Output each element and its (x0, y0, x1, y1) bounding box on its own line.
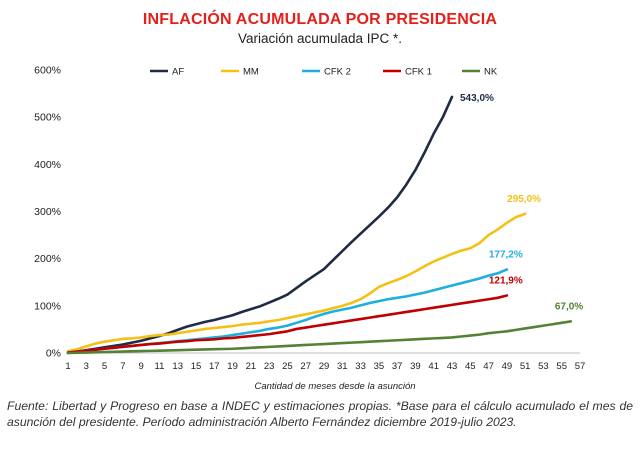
x-tick-label: 9 (138, 361, 143, 372)
x-tick-label: 17 (209, 361, 220, 372)
end-value-label: 67,0% (555, 301, 583, 312)
y-tick-label: 500% (34, 112, 61, 124)
y-tick-label: 0% (46, 348, 61, 360)
end-value-label: 543,0% (460, 93, 494, 104)
x-tick-label: 25 (282, 361, 293, 372)
series-line-nk (66, 320, 573, 355)
x-tick-label: 53 (538, 361, 549, 372)
x-tick-label: 33 (355, 361, 366, 372)
x-tick-label: 23 (264, 361, 275, 372)
x-tick-label: 55 (556, 361, 567, 372)
x-tick-label: 49 (502, 361, 513, 372)
x-tick-label: 47 (483, 361, 494, 372)
y-tick-label: 400% (34, 159, 61, 171)
chart-subtitle: Variación acumulada IPC *. (237, 31, 403, 46)
legend-entry: MM (243, 67, 259, 78)
chart-axes: 0%100%200%300%400%500%600%1 3 5 7 9 11 13 15 17 1… (34, 65, 585, 373)
series-line-af (66, 95, 454, 355)
chart-end-labels: 543,0% 295,0% 177,2% 121,9% 67,0% (460, 93, 583, 313)
x-tick-label: 5 (102, 361, 107, 372)
series-line-cfk-1 (66, 294, 509, 354)
x-tick-label: 1 (65, 361, 70, 372)
x-tick-label: 43 (447, 361, 458, 372)
end-value-label: 121,9% (489, 276, 523, 287)
x-tick-label: 21 (246, 361, 257, 372)
y-tick-label: 200% (34, 253, 61, 265)
x-tick-label: 37 (392, 361, 403, 372)
chart-title: INFLACIÓN ACUMULADA POR PRESIDENCIA (142, 11, 498, 28)
x-tick-label: 3 (84, 361, 89, 372)
end-value-label: 295,0% (507, 194, 541, 205)
x-tick-label: 45 (465, 361, 476, 372)
x-tick-label: 57 (575, 361, 586, 372)
x-tick-label: 15 (191, 361, 202, 372)
legend-entry: NK (484, 67, 498, 78)
x-tick-label: 7 (120, 361, 125, 372)
end-value-label: 177,2% (489, 249, 523, 260)
x-tick-label: 13 (172, 361, 183, 372)
x-axis-label: Cantidad de meses desde la asunción (254, 381, 415, 392)
chart-series-lines (66, 95, 573, 355)
source-note: Fuente: Libertad y Progreso en base a IN… (7, 399, 633, 429)
series-line-cfk-2 (66, 268, 509, 354)
chart-legend: AF MM CFK 2 CFK 1 NK (150, 67, 498, 78)
x-tick-label: 19 (227, 361, 238, 372)
legend-entry: AF (172, 67, 184, 78)
x-tick-label: 31 (337, 361, 348, 372)
x-tick-label: 27 (300, 361, 311, 372)
legend-entry: CFK 1 (405, 67, 432, 78)
series-line-mm (66, 212, 527, 353)
x-tick-label: 51 (520, 361, 531, 372)
x-tick-label: 41 (428, 361, 439, 372)
x-tick-label: 11 (154, 361, 164, 372)
y-tick-label: 300% (34, 206, 61, 218)
x-tick-label: 29 (319, 361, 330, 372)
y-tick-label: 100% (34, 300, 61, 312)
y-tick-label: 600% (34, 65, 61, 77)
line-chart: 0%100%200%300%400%500%600%1 3 5 7 9 11 13 15 17 1… (34, 65, 585, 393)
legend-entry: CFK 2 (324, 67, 351, 78)
x-tick-label: 35 (374, 361, 385, 372)
x-tick-label: 39 (410, 361, 421, 372)
